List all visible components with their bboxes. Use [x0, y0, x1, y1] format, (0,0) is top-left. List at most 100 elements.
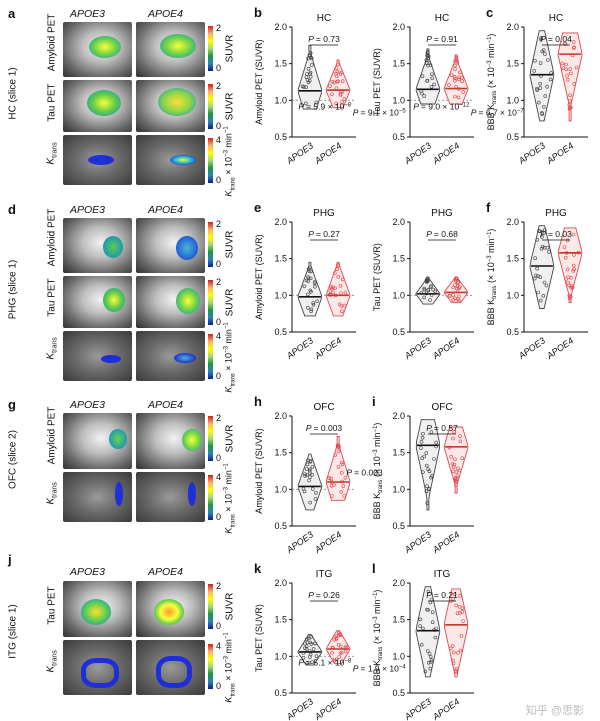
- data-point: [309, 309, 313, 314]
- y-tick-label: 1.5: [392, 448, 405, 458]
- brain-image: [63, 276, 132, 328]
- colorbar-tick: 0: [216, 512, 222, 522]
- group-header-apoe4: APOE4: [148, 566, 184, 578]
- data-point: [314, 654, 319, 659]
- data-point: [312, 281, 317, 286]
- panel-letter: k: [254, 561, 262, 576]
- data-point: [340, 309, 344, 314]
- data-point: [339, 650, 344, 655]
- data-point: [456, 651, 460, 655]
- x-tick-label: APOE3: [402, 140, 433, 166]
- data-point: [418, 624, 423, 628]
- colorbar: [208, 26, 213, 71]
- data-point: [451, 285, 456, 290]
- y-tick-label: 1.0: [506, 290, 519, 300]
- data-point: [538, 61, 543, 65]
- y-tick-label: 1.5: [392, 59, 405, 69]
- data-point: [452, 75, 457, 79]
- colorbar-tick: 0: [216, 681, 222, 691]
- data-point: [433, 635, 438, 640]
- data-point: [461, 90, 466, 94]
- colorbar: [208, 280, 213, 325]
- colorbar: [208, 644, 213, 689]
- x-tick-label: APOE3: [516, 335, 547, 361]
- group-header-apoe3: APOE3: [70, 399, 106, 411]
- p-value-note: P = 1.9 × 10−4: [353, 663, 407, 673]
- data-point: [450, 644, 455, 648]
- data-point: [306, 636, 311, 641]
- data-point: [456, 297, 461, 302]
- data-point: [540, 234, 544, 239]
- data-point: [541, 48, 546, 52]
- data-point: [330, 92, 334, 97]
- data-point: [539, 246, 544, 251]
- x-tick-label: APOE3: [284, 696, 315, 721]
- y-axis-label: BBB Ktrans (× 10−3 min−1): [372, 423, 384, 520]
- y-tick-label: 0.5: [274, 688, 287, 698]
- data-point: [311, 301, 316, 305]
- data-point: [426, 589, 431, 594]
- data-point: [422, 295, 427, 300]
- data-point: [540, 111, 544, 115]
- data-point: [342, 97, 347, 101]
- data-point: [430, 610, 435, 615]
- data-point: [313, 641, 318, 646]
- data-point: [536, 290, 540, 295]
- data-point: [451, 436, 455, 441]
- data-point: [532, 276, 537, 281]
- data-point: [458, 439, 463, 444]
- data-point: [315, 299, 319, 304]
- data-point: [535, 266, 539, 271]
- brain-image: [63, 218, 132, 273]
- data-point: [303, 472, 307, 476]
- data-point: [541, 293, 546, 298]
- data-point: [452, 429, 457, 434]
- data-point: [451, 465, 456, 470]
- colorbar: [208, 475, 213, 520]
- colorbar-tick: 4: [216, 641, 222, 651]
- data-point: [427, 469, 432, 474]
- data-point: [331, 290, 335, 295]
- data-point: [453, 475, 458, 480]
- data-point: [431, 287, 436, 292]
- chart-title: PHG: [313, 208, 335, 219]
- x-tick-label: APOE3: [284, 140, 315, 166]
- colorbar-tick: 4: [216, 135, 222, 145]
- data-point: [303, 101, 308, 106]
- data-point: [542, 245, 547, 250]
- data-point: [329, 483, 334, 488]
- x-tick-label: APOE4: [544, 335, 575, 361]
- panel-letter: c: [486, 5, 493, 20]
- data-point: [430, 474, 434, 478]
- x-tick-label: APOE4: [544, 140, 575, 166]
- data-point: [305, 78, 310, 82]
- x-tick-label: APOE4: [312, 335, 343, 361]
- colorbar-tick: 2: [216, 219, 222, 229]
- data-point: [544, 283, 549, 288]
- data-point: [563, 255, 568, 260]
- data-point: [336, 274, 341, 279]
- watermark: 知乎 @思影: [525, 705, 584, 717]
- data-point: [567, 99, 572, 103]
- data-point: [564, 277, 568, 281]
- data-point: [336, 642, 341, 647]
- data-point: [327, 476, 332, 480]
- data-point: [418, 617, 423, 622]
- data-point: [453, 278, 458, 283]
- data-point: [301, 655, 306, 660]
- colorbar-tick: 4: [216, 472, 222, 482]
- data-point: [536, 274, 540, 279]
- data-point: [340, 79, 345, 83]
- data-point: [458, 648, 463, 653]
- data-point: [334, 657, 339, 662]
- data-point: [569, 275, 573, 280]
- data-point: [338, 651, 343, 656]
- data-point: [329, 494, 334, 498]
- colorbar: [208, 138, 213, 183]
- data-point: [339, 489, 344, 494]
- y-tick-label: 1.5: [274, 448, 287, 458]
- data-point: [569, 285, 574, 290]
- data-point: [334, 101, 339, 106]
- data-point: [535, 86, 539, 91]
- y-tick-label: 1.5: [392, 254, 405, 264]
